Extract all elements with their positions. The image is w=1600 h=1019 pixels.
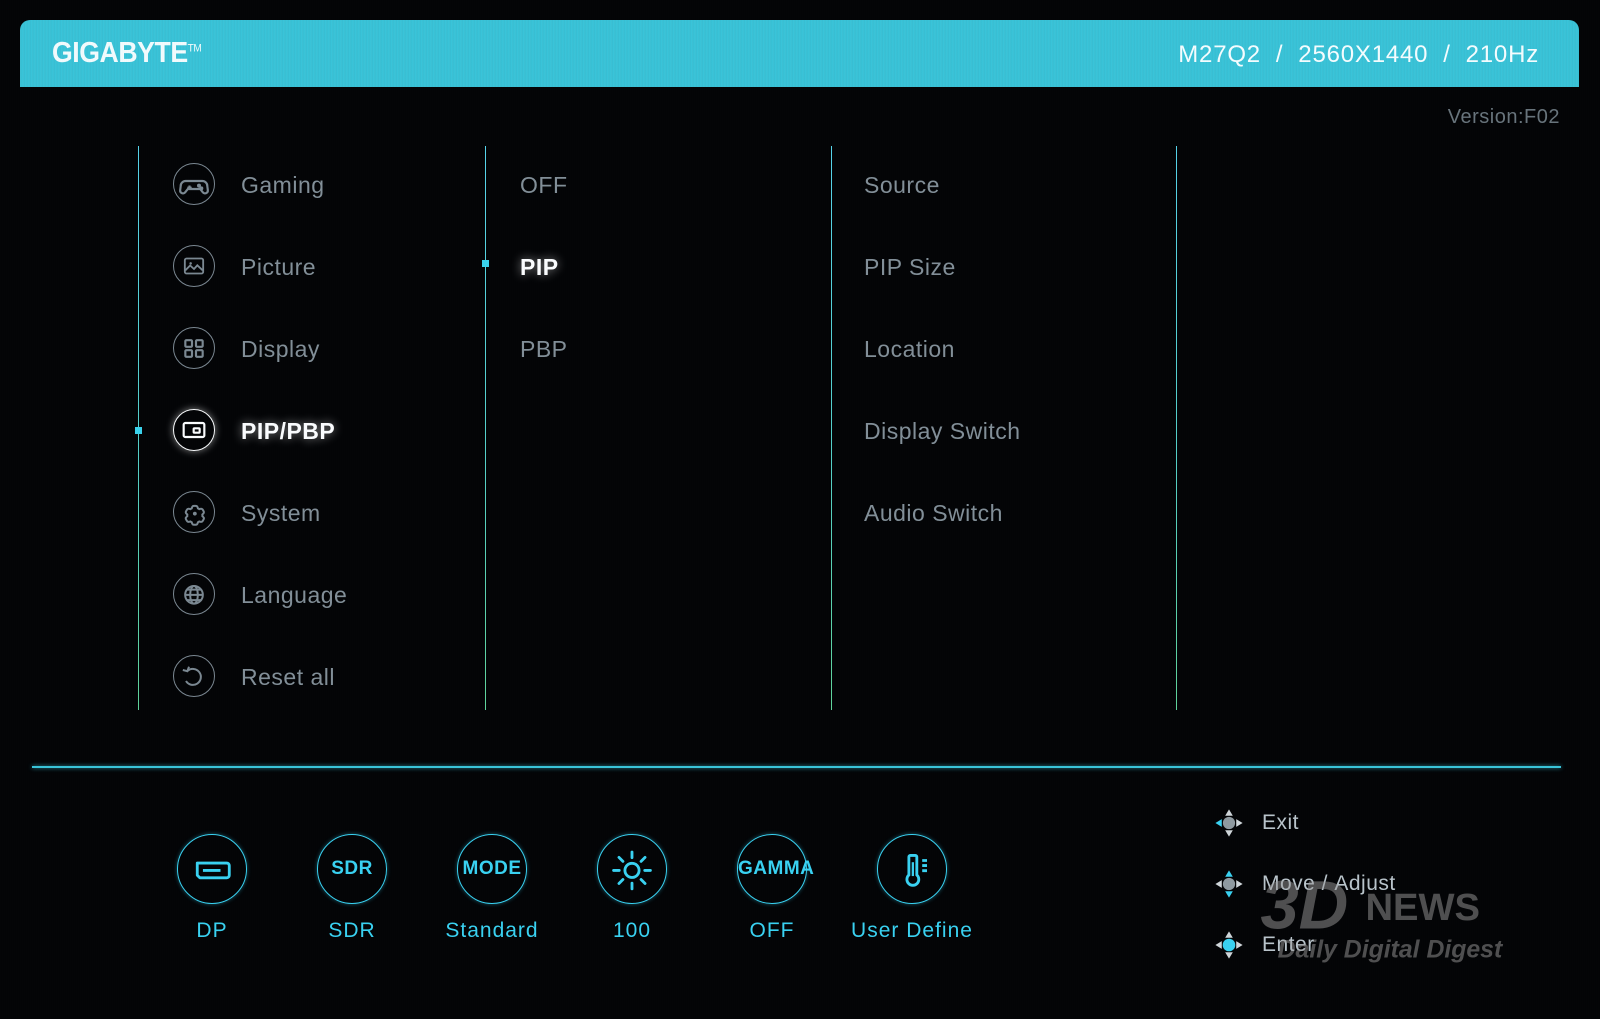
svg-text:NEWS: NEWS	[1365, 886, 1480, 929]
svg-text:Daily Digital Digest: Daily Digital Digest	[1278, 936, 1504, 963]
svg-text:3D: 3D	[1260, 867, 1348, 944]
